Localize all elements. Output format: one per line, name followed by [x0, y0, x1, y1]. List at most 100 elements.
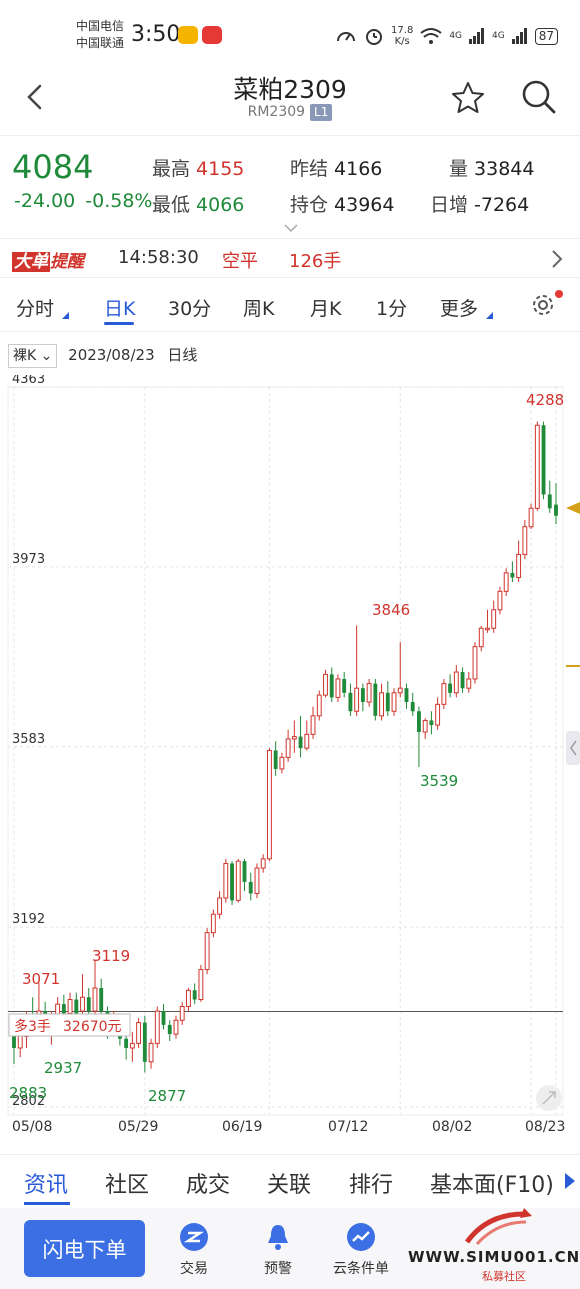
candle-body-down	[554, 504, 558, 516]
net-type-1: 4G	[449, 31, 463, 41]
chart-info-bar: 裸K ⌄ 2023/08/23 日线	[8, 344, 205, 370]
tab-weekly-k[interactable]: 周K	[243, 298, 275, 320]
chart-grid	[7, 386, 564, 1116]
candle-body-down	[86, 997, 91, 1012]
y-tick-label: 3583	[12, 732, 45, 747]
simu-logo-icon	[464, 1208, 532, 1246]
candle-body-down	[460, 672, 465, 689]
candle-body-up	[217, 897, 223, 915]
star-icon[interactable]	[450, 80, 486, 116]
x-tick-label: 05/08	[12, 1119, 52, 1135]
candle-body-up	[67, 999, 73, 1014]
k-mode-select[interactable]: 裸K ⌄	[8, 344, 58, 368]
candle-body-up	[173, 1019, 179, 1035]
candle-body-down	[192, 990, 197, 1000]
candle-body-up	[235, 860, 241, 901]
change-percent: -0.58%	[85, 190, 153, 212]
tab-fenshi[interactable]: 分时	[16, 298, 55, 320]
notification-dot	[555, 290, 563, 298]
tab-monthly-k[interactable]: 月K	[310, 298, 342, 320]
alert-volume: 126手	[289, 251, 342, 272]
candle-body-up	[291, 736, 297, 740]
tab-related[interactable]: 关联	[267, 1173, 312, 1198]
candle-body-down	[329, 674, 334, 698]
trade-button[interactable]: 交易	[159, 1222, 229, 1278]
candlestick-chart[interactable]: 4363 3973 3583 3192 2802 4288 3846 3539 3119 307…	[0, 375, 580, 1150]
trade-icon	[180, 1223, 208, 1251]
x-tick-label: 08/02	[432, 1119, 472, 1135]
expand-icon	[542, 1091, 556, 1105]
candle-body-down	[167, 1024, 172, 1035]
wifi-icon	[420, 28, 442, 44]
candle-body-down	[230, 863, 234, 901]
candle-body-up	[129, 1042, 135, 1049]
price-change: -24.00 -0.58%	[14, 190, 162, 212]
tab-community[interactable]: 社区	[105, 1173, 150, 1198]
candle-body-up	[266, 749, 272, 860]
back-icon[interactable]	[24, 82, 46, 112]
chart-type: 日线	[167, 346, 198, 364]
tab-daily-k[interactable]: 日K	[104, 298, 136, 320]
candle-body-up	[254, 867, 260, 894]
position-label-value: 32670元	[63, 1019, 122, 1035]
candle-body-down	[541, 425, 546, 495]
last-price-marker-icon	[566, 502, 580, 514]
candle-body-up	[179, 1005, 185, 1021]
candle-body-up	[466, 678, 472, 689]
candle-body-up	[354, 687, 360, 712]
candle-body-up	[154, 1010, 160, 1044]
price-alert-button[interactable]: 预警	[243, 1222, 313, 1278]
bell-icon	[268, 1225, 288, 1250]
y-tick-label: 2802	[12, 1094, 45, 1109]
big-order-alert[interactable]: 大单 提醒 14:58:30 空平 126手	[0, 238, 580, 278]
flash-order-button[interactable]: 闪电下单	[24, 1220, 145, 1277]
expand-chevron-icon[interactable]	[284, 224, 298, 232]
price-extreme-label: 3846	[372, 601, 410, 619]
quote-panel: 4084 -24.00 -0.58% 最高 4155 最低 4066 昨结 4166 持…	[0, 140, 580, 240]
candle-body-up	[397, 687, 403, 694]
carrier-2: 中国联通	[76, 36, 125, 50]
page-title: 菜粕2309	[233, 75, 347, 104]
x-tick-label: 08/23	[525, 1119, 565, 1135]
dropdown-triangle-icon	[62, 312, 69, 319]
candle-body-up	[198, 969, 204, 1001]
tab-1min[interactable]: 1分	[376, 298, 408, 320]
x-tick-label: 05/29	[118, 1119, 158, 1135]
settings-gear-icon[interactable]	[530, 292, 556, 318]
candle-body-up	[285, 738, 291, 758]
cloud-order-button[interactable]: 云条件单	[326, 1222, 396, 1278]
candle-body-down	[348, 692, 353, 712]
contract-code: RM2309 L1	[0, 104, 580, 121]
y-tick-label: 3973	[12, 552, 45, 567]
candle-body-up	[391, 692, 397, 712]
tab-more[interactable]: 更多	[440, 298, 479, 320]
info-tabs: 资讯 社区 成交 关联 排行 基本面(F10)	[0, 1154, 580, 1206]
candle-body-down	[242, 861, 247, 882]
price-extreme-label: 2883	[9, 1084, 47, 1102]
active-tab-indicator	[104, 322, 134, 325]
prev-settle-stat: 昨结 4166	[290, 158, 383, 180]
scroll-right-icon[interactable]	[564, 1172, 576, 1190]
x-tick-label: 07/12	[328, 1119, 368, 1135]
tab-news[interactable]: 资讯	[24, 1173, 69, 1198]
candle-body-down	[273, 750, 278, 769]
candle-body-down	[360, 688, 365, 703]
search-icon[interactable]	[520, 78, 558, 116]
watermark-sub: 私募社区	[482, 1270, 526, 1283]
watermark-text: WWW.SIMU001.CN	[408, 1248, 580, 1266]
change-value: -24.00	[14, 190, 76, 212]
tab-trades[interactable]: 成交	[186, 1173, 231, 1198]
tab-30min[interactable]: 30分	[168, 298, 212, 320]
candle-body-up	[516, 553, 522, 578]
tab-ranking[interactable]: 排行	[349, 1173, 394, 1198]
candle-body-down	[124, 1038, 129, 1048]
candle-body-up	[435, 703, 441, 726]
y-axis-labels: 4363 3973 3583 3192 2802	[12, 375, 45, 1109]
tab-fundamentals[interactable]: 基本面(F10)	[430, 1173, 554, 1198]
candle-body-down	[342, 678, 347, 693]
price-extreme-label: 2877	[148, 1087, 186, 1105]
candle-body-up	[379, 692, 384, 717]
open-interest-stat: 持仓 43964	[290, 194, 395, 216]
side-panel-handle[interactable]	[566, 731, 580, 765]
chevron-right-icon[interactable]	[550, 249, 564, 269]
